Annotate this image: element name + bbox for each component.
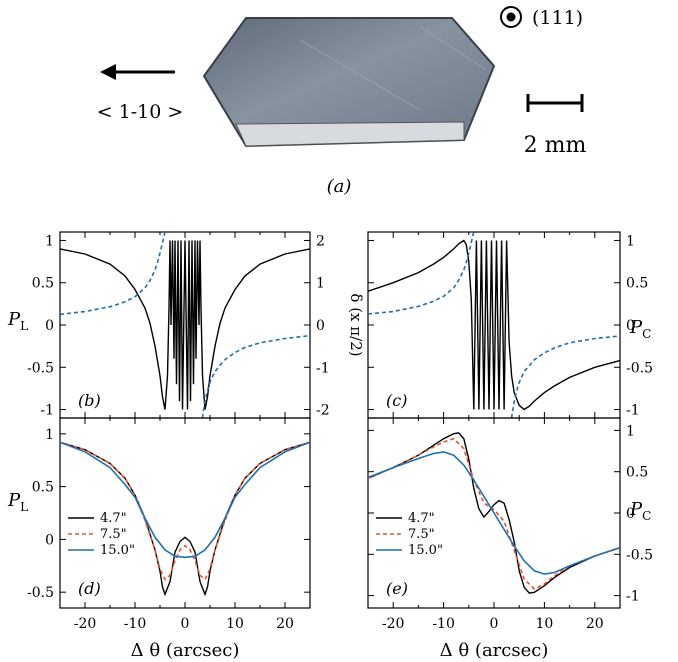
y2-tick-label: 2 xyxy=(316,233,325,249)
x-tick-label: -10 xyxy=(124,616,147,632)
ylabel-e: PC xyxy=(629,499,651,523)
series-line xyxy=(510,335,620,418)
y-tick-label: 0 xyxy=(626,506,635,522)
ylabel-e-main: P xyxy=(629,499,643,520)
y-tick-label: 1 xyxy=(626,233,635,249)
crystal-edge xyxy=(235,121,465,147)
series-line xyxy=(60,240,310,410)
ylabel-d: PL xyxy=(7,490,28,514)
x-tick-label: 20 xyxy=(586,616,604,632)
x-tick-label: 10 xyxy=(535,616,553,632)
y-tick-label: 0.5 xyxy=(32,480,54,496)
series-line xyxy=(368,232,475,315)
series-line xyxy=(368,239,620,411)
x-tick-label: 20 xyxy=(276,616,294,632)
series-line xyxy=(60,441,310,597)
y-tick-label: 0 xyxy=(626,318,635,334)
y-tick-label: -0.5 xyxy=(27,585,54,601)
y-tick-label: 0 xyxy=(45,532,54,548)
legend-label: 15.0" xyxy=(408,543,443,558)
series-line xyxy=(368,451,620,575)
legend-label: 4.7" xyxy=(408,511,435,526)
y-tick-label: -1 xyxy=(40,403,54,419)
panel-label: (c) xyxy=(386,391,407,410)
xlabel-e: Δ θ (arcsec) xyxy=(440,640,549,661)
ylabel-e-sub: C xyxy=(642,509,651,523)
x-tick-label: 10 xyxy=(226,616,244,632)
ylabel-b: PL xyxy=(7,309,28,333)
y2-tick-label: 0 xyxy=(316,318,325,334)
series-line xyxy=(368,432,620,594)
y-tick-label: 1 xyxy=(45,233,54,249)
photo-caption: (a) xyxy=(327,176,352,197)
legend-label: 7.5" xyxy=(408,527,435,542)
y-tick-label: 0.5 xyxy=(626,276,648,292)
series-line xyxy=(368,437,620,590)
chart-panel-d: -20 -10 0 10 20 1 0.5 0 -0.5 (d) 4.7"7.5"15.0" xyxy=(27,417,311,632)
x-tick-label: -20 xyxy=(74,616,97,632)
x-tick-label: -10 xyxy=(432,616,455,632)
ylabel-d-sub: L xyxy=(20,500,28,514)
y-tick-label: 0 xyxy=(45,318,54,334)
y2label-b: δ (x π/2) xyxy=(347,293,365,356)
plane-label: (111) xyxy=(532,7,583,29)
y-tick-label: -0.5 xyxy=(626,547,653,563)
y-tick-label: -0.5 xyxy=(27,360,54,376)
x-tick-label: -20 xyxy=(382,616,405,632)
plane-symbol-outer xyxy=(500,6,522,28)
y2-tick-label: 1 xyxy=(316,276,325,292)
crystal-facet-line xyxy=(419,25,487,71)
y-tick-label: 1 xyxy=(626,423,635,439)
y-tick-label: -1 xyxy=(626,403,640,419)
ylabel-d-main: P xyxy=(7,490,21,511)
legend-label: 4.7" xyxy=(100,511,127,526)
chart-panel-c: 1 0.5 0 -0.5 -1 (c) xyxy=(367,231,653,419)
y-tick-label: 0.5 xyxy=(626,465,648,481)
chart-panel-e: -20 -10 0 10 20 1 0.5 0 -0.5 -1 (e) 4.7"7.5"15.0" xyxy=(367,417,653,632)
direction-label: < 1-10 > xyxy=(97,101,184,123)
photo-panel: < 1-10 > (111) 2 mm (a) xyxy=(97,6,587,197)
y-tick-label: -1 xyxy=(626,589,640,605)
legend-label: 7.5" xyxy=(100,527,127,542)
chart-panel-b: 1 0.5 0 -0.5 -1 2 1 0 -1 -2 (b) xyxy=(27,231,330,419)
ylabel-b-main: P xyxy=(7,309,21,330)
legend-label: 15.0" xyxy=(100,543,135,558)
y-tick-label: 0.5 xyxy=(32,276,54,292)
y2-tick-label: -1 xyxy=(316,360,330,376)
x-tick-label: 0 xyxy=(490,616,499,632)
series-line xyxy=(60,441,310,559)
scale-label: 2 mm xyxy=(524,133,587,158)
panel-label: (e) xyxy=(386,579,408,598)
panel-label: (d) xyxy=(78,579,101,598)
ylabel-c-sub: C xyxy=(642,327,651,341)
y-tick-label: -0.5 xyxy=(626,360,653,376)
ylabel-c: PC xyxy=(629,317,651,341)
x-tick-label: 0 xyxy=(181,616,190,632)
plane-symbol-dot xyxy=(506,12,516,22)
crystal-facet-line xyxy=(299,39,421,111)
series-line xyxy=(60,441,310,581)
panel-label: (b) xyxy=(78,391,101,410)
ylabel-b-sub: L xyxy=(20,319,28,333)
direction-arrow-head xyxy=(100,64,116,80)
y-tick-label: 1 xyxy=(45,427,54,443)
ylabel-c-main: P xyxy=(629,317,643,338)
series-line xyxy=(60,232,166,316)
y2-tick-label: -2 xyxy=(316,403,330,419)
series-line xyxy=(201,334,310,418)
xlabel-d: Δ θ (arcsec) xyxy=(131,640,240,661)
